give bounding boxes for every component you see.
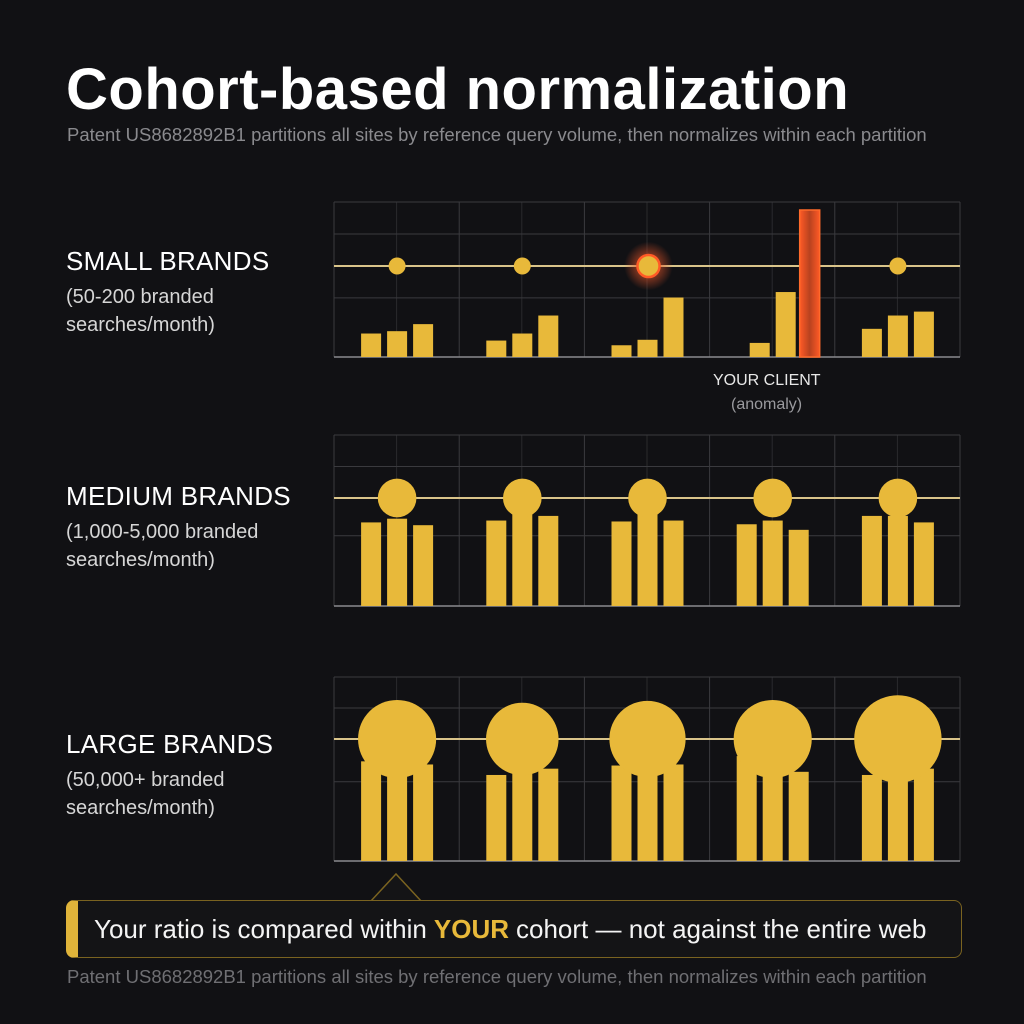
volume-bar xyxy=(663,520,684,606)
ratio-marker xyxy=(388,257,406,275)
volume-bar xyxy=(736,524,757,606)
volume-bar xyxy=(538,768,559,861)
volume-bar xyxy=(913,522,934,606)
ratio-marker-anomaly xyxy=(636,253,661,279)
volume-bar xyxy=(413,764,434,861)
volume-bar xyxy=(486,340,507,357)
volume-bar xyxy=(512,513,533,606)
volume-bar xyxy=(387,331,408,357)
ratio-marker xyxy=(377,478,417,518)
cohort-label-large: LARGE BRANDS (50,000+ branded searches/m… xyxy=(66,729,306,822)
cohort-name: LARGE BRANDS xyxy=(66,729,274,759)
anomaly-spike xyxy=(798,209,821,358)
volume-bar xyxy=(512,764,533,861)
volume-bar xyxy=(387,771,408,861)
callout-pointer xyxy=(369,872,423,903)
volume-bar xyxy=(486,774,507,861)
client-label: YOUR CLIENT xyxy=(713,372,821,389)
cohort-label-medium: MEDIUM BRANDS (1,000-5,000 branded searc… xyxy=(66,481,306,574)
volume-bar xyxy=(361,761,382,861)
volume-bar xyxy=(637,761,658,861)
cohort-name: MEDIUM BRANDS xyxy=(66,481,291,511)
volume-bar xyxy=(663,297,684,357)
volume-bar xyxy=(736,756,757,861)
volume-bar xyxy=(637,513,658,606)
ratio-marker xyxy=(878,478,918,518)
callout-text-after: cohort — not against the entire web xyxy=(516,913,927,944)
volume-bar xyxy=(413,525,434,606)
client-note: (anomaly) xyxy=(731,396,803,413)
cohort-label-small: SMALL BRANDS (50-200 branded searches/mo… xyxy=(66,246,306,339)
volume-bar xyxy=(663,764,684,861)
volume-bar xyxy=(361,522,382,606)
volume-bar xyxy=(861,774,882,861)
page-title: Cohort-based normalization xyxy=(66,57,850,122)
ratio-marker xyxy=(609,700,686,778)
cohort-description: (1,000-5,000 branded searches/month) xyxy=(66,521,259,571)
callout-box: Your ratio is compared within YOUR cohor… xyxy=(66,900,962,958)
volume-bar xyxy=(762,520,783,606)
footer-note: Patent US8682892B1 partitions all sites … xyxy=(67,966,927,987)
ratio-marker xyxy=(889,257,907,275)
ratio-marker xyxy=(502,478,542,518)
volume-bar xyxy=(762,761,783,861)
volume-bar xyxy=(486,520,507,606)
volume-bar xyxy=(512,333,533,357)
callout-highlight: YOUR xyxy=(433,913,509,944)
volume-bar xyxy=(611,521,632,606)
page-subtitle: Patent US8682892B1 partitions all sites … xyxy=(67,124,927,145)
volume-bar xyxy=(775,292,796,357)
ratio-marker xyxy=(753,478,793,518)
volume-bar xyxy=(788,529,809,606)
volume-bar xyxy=(913,311,934,357)
volume-bar xyxy=(861,328,882,357)
ratio-marker xyxy=(628,478,667,518)
cohort-description: (50,000+ branded searches/month) xyxy=(66,769,225,819)
volume-bar xyxy=(611,345,632,357)
volume-bar xyxy=(361,333,382,357)
volume-bar xyxy=(749,342,770,357)
volume-bar xyxy=(788,771,809,861)
volume-bar xyxy=(887,515,908,606)
volume-bar xyxy=(538,515,559,606)
ratio-marker xyxy=(733,699,812,779)
ratio-marker xyxy=(854,695,942,783)
volume-bar xyxy=(913,768,934,861)
volume-bar xyxy=(611,765,632,861)
cohort-name: SMALL BRANDS xyxy=(66,246,270,276)
ratio-marker xyxy=(513,257,531,275)
volume-bar xyxy=(538,315,559,357)
volume-bar xyxy=(387,518,408,606)
volume-bar xyxy=(637,339,658,357)
volume-bar xyxy=(413,324,434,357)
volume-bar xyxy=(861,515,882,606)
cohort-description: (50-200 branded searches/month) xyxy=(66,286,215,336)
ratio-marker xyxy=(486,702,559,776)
ratio-marker xyxy=(358,699,437,779)
volume-bar xyxy=(887,315,908,357)
callout-text-before: Your ratio is compared within xyxy=(94,913,427,944)
